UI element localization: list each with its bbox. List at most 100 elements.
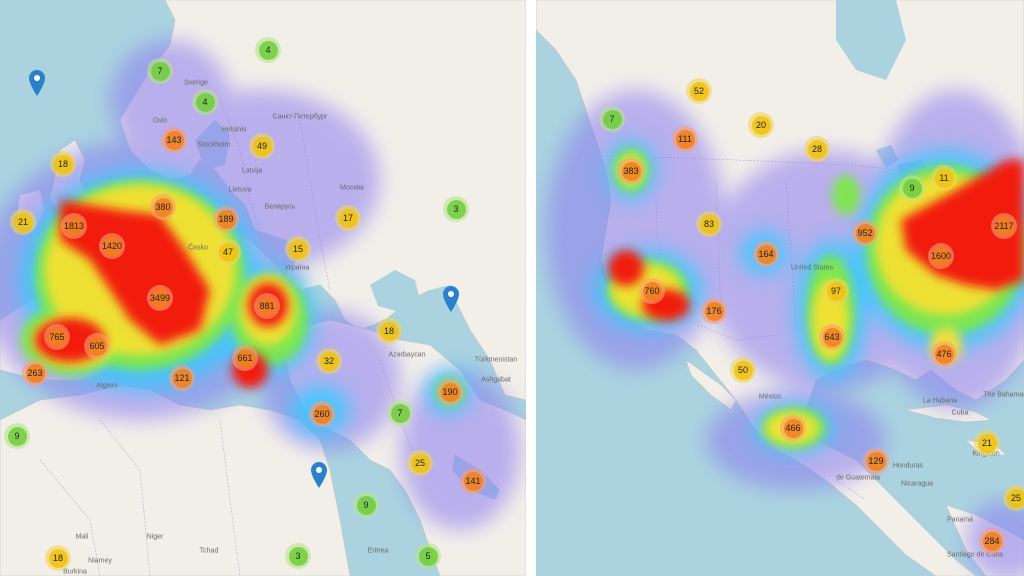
marker-cluster[interactable]: 1420 [99,233,125,259]
marker-cluster[interactable]: 3 [285,543,311,569]
marker-cluster-count: 466 [783,418,803,438]
map-place-label: México [758,393,782,401]
map-place-label: de Guatemala [836,474,880,482]
marker-cluster[interactable]: 21 [974,430,1000,456]
marker-cluster[interactable]: 189 [213,206,239,232]
marker-cluster[interactable]: 952 [852,220,878,246]
map-place-label: Algiers [96,382,118,390]
marker-cluster[interactable]: 15 [285,236,311,262]
marker-cluster[interactable]: 176 [701,298,727,324]
marker-cluster-count: 383 [621,161,641,181]
map-place-label: Azərbaycan [388,351,426,359]
map-place-label: Mali [75,533,89,541]
marker-cluster[interactable]: 25 [1003,485,1024,511]
marker-cluster[interactable]: 1600 [928,243,954,269]
map-panel-north-america[interactable]: United States México La Habana Cuba The Baha… [536,0,1024,576]
marker-cluster[interactable]: 466 [780,415,806,441]
marker-cluster[interactable]: 141 [460,468,486,494]
marker-cluster[interactable]: 28 [804,136,830,162]
marker-cluster-count: 97 [826,281,846,301]
heatmap-europe [0,40,520,530]
basemap-europe [0,0,526,576]
marker-cluster[interactable]: 1813 [61,213,87,239]
marker-cluster[interactable]: 18 [50,151,76,177]
marker-cluster[interactable]: 4 [255,37,281,63]
marker-cluster-count: 18 [53,154,73,174]
marker-cluster[interactable]: 164 [753,241,779,267]
marker-cluster-count: 129 [866,451,886,471]
marker-cluster[interactable]: 643 [819,324,845,350]
marker-cluster-count: 11 [934,168,954,188]
marker-cluster-count: 141 [463,471,483,491]
map-place-label: Eritrea [367,547,389,555]
marker-cluster-count: 2117 [994,216,1014,236]
map-place-label: The Bahamas [983,391,1024,399]
marker-cluster-count: 263 [25,363,45,383]
marker-cluster[interactable]: 121 [169,365,195,391]
marker-cluster[interactable]: 765 [44,324,70,350]
map-panel-europe[interactable]: Sverige Oslo Helsinki Санкт-Петербург Stockh… [0,0,526,576]
marker-cluster[interactable]: 97 [823,278,849,304]
map-place-label: Nicaragua [901,480,933,488]
panel-divider [526,0,536,576]
location-pin-icon[interactable] [29,70,45,96]
marker-cluster[interactable]: 25 [407,450,433,476]
marker-cluster-count: 1813 [64,216,84,236]
marker-cluster[interactable]: 11 [931,165,957,191]
marker-cluster[interactable]: 9 [4,423,30,449]
marker-cluster[interactable]: 18 [376,318,402,344]
marker-cluster-count: 32 [319,351,339,371]
marker-cluster[interactable]: 47 [215,239,241,265]
marker-cluster[interactable]: 18 [45,545,71,571]
marker-cluster[interactable]: 111 [672,126,698,152]
marker-cluster-count: 3 [446,199,466,219]
marker-cluster[interactable]: 20 [748,112,774,138]
marker-cluster[interactable]: 4 [192,89,218,115]
marker-cluster[interactable]: 476 [931,341,957,367]
marker-cluster[interactable]: 760 [639,278,665,304]
marker-cluster[interactable]: 5 [415,543,441,569]
marker-cluster[interactable]: 49 [249,133,275,159]
marker-cluster[interactable]: 129 [863,448,889,474]
marker-cluster[interactable]: 7 [599,106,625,132]
marker-cluster-count: 4 [195,92,215,112]
map-place-label: Санкт-Петербург [272,113,328,121]
marker-cluster[interactable]: 32 [316,348,342,374]
marker-cluster[interactable]: 190 [437,379,463,405]
marker-cluster[interactable]: 21 [10,209,36,235]
map-place-label: United States [790,264,834,272]
marker-cluster-count: 111 [675,129,695,149]
marker-cluster[interactable]: 383 [618,158,644,184]
marker-cluster[interactable]: 7 [147,58,173,84]
marker-cluster[interactable]: 2117 [991,213,1017,239]
location-pin-icon[interactable] [311,462,327,488]
map-place-label: Burkina [63,568,87,576]
marker-cluster[interactable]: 284 [979,528,1005,554]
marker-cluster-count: 25 [1006,488,1024,508]
marker-cluster[interactable]: 83 [696,211,722,237]
marker-cluster[interactable]: 3 [443,196,469,222]
marker-cluster[interactable]: 9 [353,492,379,518]
marker-cluster[interactable]: 50 [730,357,756,383]
marker-cluster[interactable]: 7 [387,400,413,426]
location-pin-icon[interactable] [443,286,459,312]
marker-cluster[interactable]: 17 [335,205,361,231]
marker-cluster-count: 47 [218,242,238,262]
marker-cluster[interactable]: 52 [686,78,712,104]
map-overlay-europe: Sverige Oslo Helsinki Санкт-Петербург Stockh… [4,37,517,576]
map-place-label: Oslo [152,117,168,125]
marker-cluster-count: 661 [235,348,255,368]
marker-cluster-count: 605 [87,336,107,356]
marker-cluster[interactable]: 263 [22,360,48,386]
marker-cluster[interactable]: 661 [232,345,258,371]
marker-cluster[interactable]: 380 [150,194,176,220]
map-place-label: Helsinki [221,126,247,134]
marker-cluster[interactable]: 881 [254,293,280,319]
marker-cluster[interactable]: 3499 [147,285,173,311]
marker-cluster[interactable]: 143 [161,127,187,153]
marker-cluster[interactable]: 605 [84,333,110,359]
map-place-label: Sverige [184,79,208,87]
marker-cluster[interactable]: 9 [899,175,925,201]
marker-cluster-count: 20 [751,115,771,135]
marker-cluster[interactable]: 260 [309,401,335,427]
